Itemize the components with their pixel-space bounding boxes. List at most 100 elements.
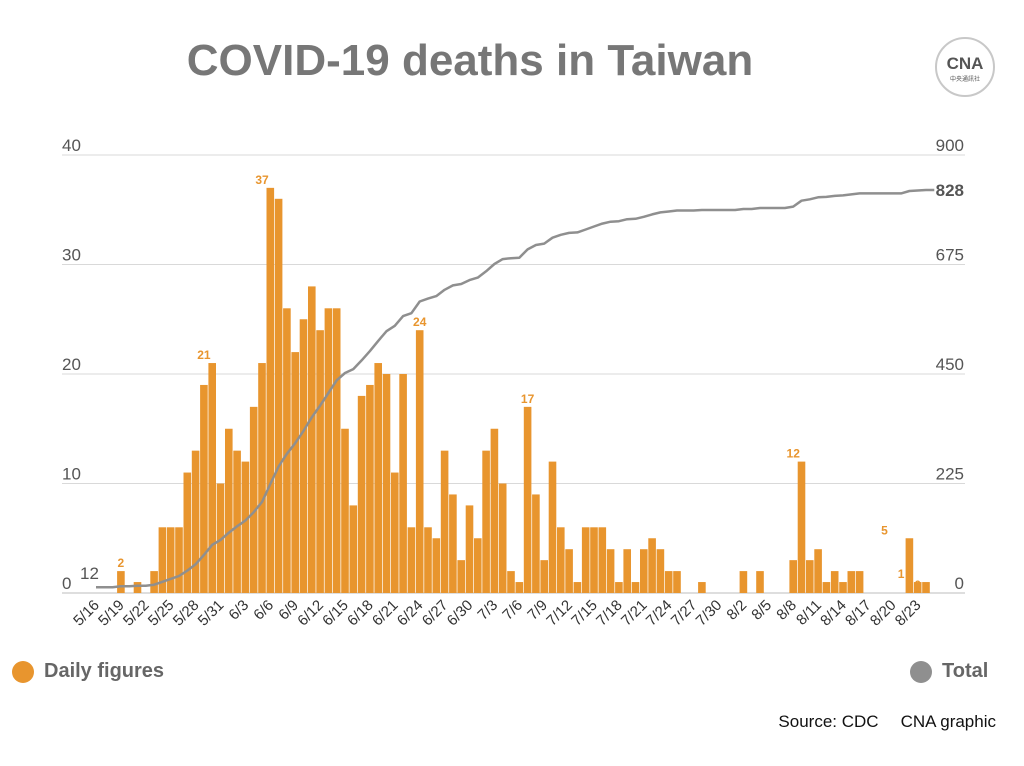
bar [756, 571, 764, 593]
bar [241, 461, 250, 593]
bar [598, 527, 607, 593]
bar [291, 352, 299, 593]
bar [789, 560, 797, 593]
bar [590, 527, 598, 593]
x-tick-label: 8/5 [748, 597, 775, 624]
left-tick-label: 0 [62, 574, 71, 593]
legend-daily: Daily figures [12, 660, 164, 683]
x-tick-label: 7/24 [643, 597, 676, 630]
bar [631, 582, 640, 593]
x-tick-label: 7/21 [618, 597, 651, 630]
data-label: 0 [914, 578, 921, 592]
bar [308, 286, 316, 593]
total-line-path [96, 188, 935, 589]
bar [648, 538, 656, 593]
total-line: 12 828 [80, 181, 964, 589]
bar [133, 582, 142, 593]
bar [432, 538, 441, 593]
x-tick-label: 6/15 [319, 597, 352, 630]
right-tick-label: 675 [936, 246, 964, 265]
bar [606, 549, 615, 593]
bar [673, 571, 681, 593]
bar [391, 472, 399, 593]
bar [150, 571, 158, 593]
bar [183, 472, 192, 593]
right-tick-label: 0 [955, 574, 964, 593]
total-start-label: 12 [80, 564, 99, 583]
x-tick-label: 8/11 [793, 597, 825, 629]
left-tick-label: 40 [62, 136, 81, 155]
bar [806, 560, 814, 593]
x-tick-label: 7/30 [693, 597, 726, 630]
x-tick-label: 5/31 [195, 597, 228, 630]
bar [249, 406, 258, 593]
bar [913, 582, 922, 593]
x-tick-label: 8/2 [723, 597, 750, 624]
bar [341, 428, 349, 593]
bar [656, 549, 665, 593]
bar [664, 571, 673, 593]
bar [316, 330, 324, 593]
bar [855, 571, 864, 593]
footer: Source: CDC CNA graphic [778, 712, 996, 732]
bar [830, 571, 839, 593]
x-tick-label: 7/15 [568, 597, 601, 630]
bar [266, 187, 275, 593]
bar [225, 428, 233, 593]
x-tick-label: 5/28 [170, 597, 203, 630]
x-tick-label: 6/27 [419, 597, 452, 630]
bar [357, 395, 366, 593]
data-label: 2 [118, 556, 125, 570]
total-end-label: 828 [936, 181, 964, 200]
bar [424, 527, 432, 593]
x-tick-label: 8/20 [867, 597, 900, 630]
bar [299, 319, 308, 593]
cna-logo-icon: CNA 中央通訊社 [935, 37, 995, 97]
bar [200, 384, 208, 593]
bar [349, 505, 358, 593]
bar [565, 549, 573, 593]
bar [274, 198, 283, 594]
bar [905, 538, 914, 593]
x-tick-label: 6/24 [394, 597, 427, 630]
bar [175, 527, 183, 593]
svg-text:中央通訊社: 中央通訊社 [950, 75, 980, 83]
bar [623, 549, 631, 593]
x-tick-label: 7/27 [668, 597, 701, 630]
bar [922, 582, 930, 593]
x-tick-label: 8/23 [892, 597, 925, 630]
left-tick-label: 20 [62, 355, 81, 374]
bar [399, 374, 407, 593]
bar [507, 571, 515, 593]
data-label: 17 [521, 392, 535, 406]
credit-text: CNA graphic [900, 712, 996, 731]
bar [233, 450, 241, 593]
bar [615, 582, 623, 593]
bar [191, 450, 200, 593]
data-label: 12 [787, 447, 801, 461]
bar [797, 461, 806, 593]
bar [407, 527, 416, 593]
bar [515, 582, 524, 593]
bar [332, 308, 341, 593]
legend-total: Total [910, 660, 988, 683]
x-tick-label: 6/30 [444, 597, 477, 630]
right-tick-label: 450 [936, 355, 964, 374]
bar [415, 330, 424, 593]
bar [839, 582, 847, 593]
data-labels: 2 21 37 24 17 12 5 10 [118, 173, 922, 592]
legend-daily-label: Daily figures [44, 660, 165, 682]
source-text: Source: CDC [778, 712, 879, 731]
bar [482, 450, 490, 593]
legend-total-label: Total [942, 660, 989, 682]
bar [474, 538, 482, 593]
data-label: 37 [255, 173, 269, 187]
bar [166, 527, 175, 593]
bar [490, 428, 499, 593]
bar [548, 461, 557, 593]
bar [258, 363, 266, 593]
right-axis: 0 225 450 675 900 [936, 136, 964, 593]
x-tick-label: 5/16 [70, 597, 103, 630]
bar [216, 483, 225, 593]
